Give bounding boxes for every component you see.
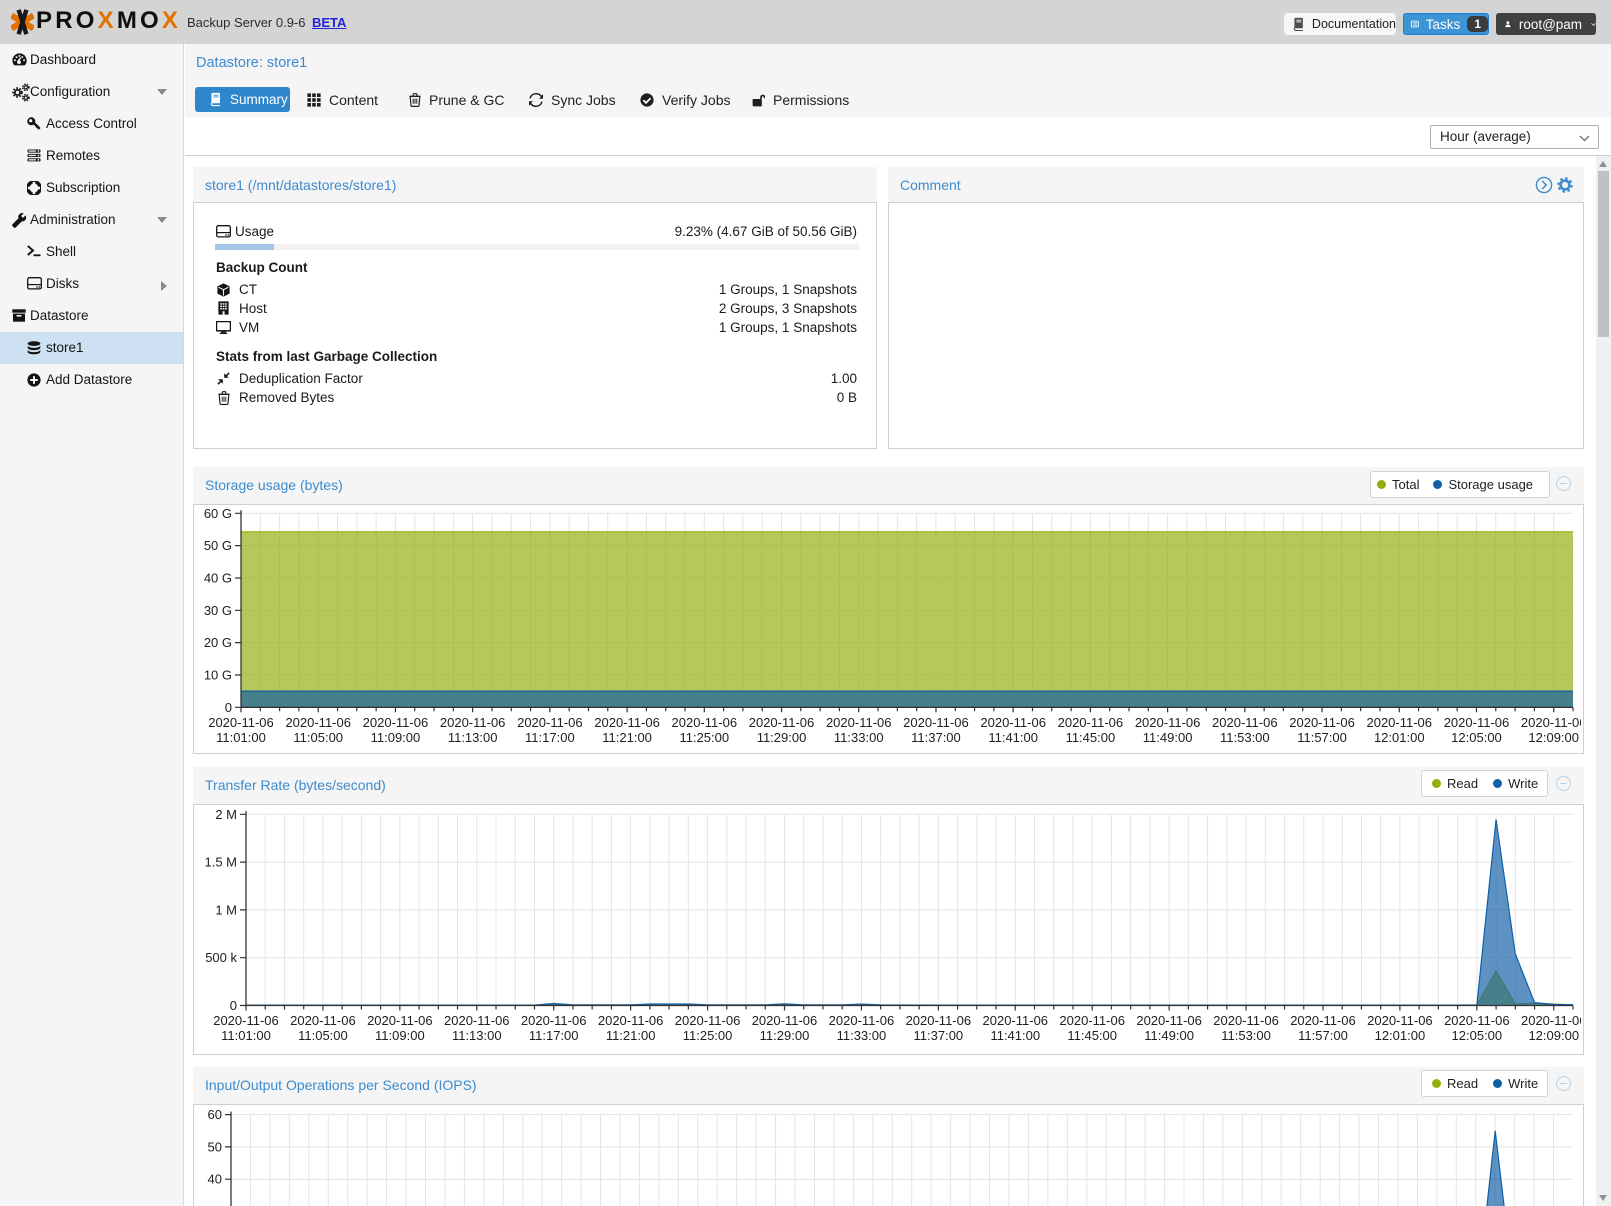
svg-text:11:13:00: 11:13:00 xyxy=(452,1028,502,1043)
svg-text:2020-11-06: 2020-11-06 xyxy=(208,715,274,730)
svg-text:2020-11-06: 2020-11-06 xyxy=(826,715,892,730)
svg-text:1.5 M: 1.5 M xyxy=(204,855,237,870)
svg-text:2020-11-06: 2020-11-06 xyxy=(1136,1013,1202,1028)
svg-text:2020-11-06: 2020-11-06 xyxy=(363,715,429,730)
svg-text:2020-11-06: 2020-11-06 xyxy=(983,1013,1049,1028)
svg-text:11:57:00: 11:57:00 xyxy=(1298,1028,1348,1043)
svg-text:11:01:00: 11:01:00 xyxy=(216,730,266,745)
svg-text:11:57:00: 11:57:00 xyxy=(1297,730,1347,745)
svg-text:11:17:00: 11:17:00 xyxy=(525,730,575,745)
svg-text:11:29:00: 11:29:00 xyxy=(757,730,807,745)
svg-text:11:41:00: 11:41:00 xyxy=(988,730,1038,745)
svg-text:40 G: 40 G xyxy=(204,571,232,586)
svg-text:11:37:00: 11:37:00 xyxy=(914,1028,964,1043)
svg-text:11:29:00: 11:29:00 xyxy=(760,1028,810,1043)
svg-text:2020-11-06: 2020-11-06 xyxy=(1366,715,1432,730)
svg-text:10 G: 10 G xyxy=(204,668,232,683)
svg-text:11:21:00: 11:21:00 xyxy=(606,1028,656,1043)
svg-text:11:05:00: 11:05:00 xyxy=(298,1028,348,1043)
svg-text:2020-11-06: 2020-11-06 xyxy=(1521,715,1581,730)
svg-text:11:49:00: 11:49:00 xyxy=(1143,730,1193,745)
svg-text:11:37:00: 11:37:00 xyxy=(911,730,961,745)
svg-text:2020-11-06: 2020-11-06 xyxy=(980,715,1046,730)
svg-text:2020-11-06: 2020-11-06 xyxy=(1059,1013,1125,1028)
svg-text:2020-11-06: 2020-11-06 xyxy=(675,1013,741,1028)
svg-text:0: 0 xyxy=(225,700,232,715)
svg-text:2020-11-06: 2020-11-06 xyxy=(367,1013,433,1028)
svg-text:50: 50 xyxy=(208,1139,222,1154)
svg-text:30 G: 30 G xyxy=(204,603,232,618)
svg-text:11:17:00: 11:17:00 xyxy=(529,1028,579,1043)
svg-text:11:41:00: 11:41:00 xyxy=(990,1028,1040,1043)
svg-text:60 G: 60 G xyxy=(204,506,232,521)
svg-text:11:05:00: 11:05:00 xyxy=(293,730,343,745)
svg-text:11:53:00: 11:53:00 xyxy=(1220,730,1270,745)
svg-text:60: 60 xyxy=(208,1107,222,1122)
svg-text:11:21:00: 11:21:00 xyxy=(602,730,652,745)
svg-text:2020-11-06: 2020-11-06 xyxy=(1213,1013,1279,1028)
svg-text:12:09:00: 12:09:00 xyxy=(1528,730,1579,745)
svg-text:2020-11-06: 2020-11-06 xyxy=(521,1013,587,1028)
svg-text:2020-11-06: 2020-11-06 xyxy=(1058,715,1124,730)
svg-text:2020-11-06: 2020-11-06 xyxy=(213,1013,279,1028)
svg-text:2020-11-06: 2020-11-06 xyxy=(749,715,815,730)
svg-text:12:09:00: 12:09:00 xyxy=(1528,1028,1579,1043)
svg-text:2020-11-06: 2020-11-06 xyxy=(1521,1013,1581,1028)
svg-text:2020-11-06: 2020-11-06 xyxy=(752,1013,818,1028)
svg-text:2020-11-06: 2020-11-06 xyxy=(1367,1013,1433,1028)
svg-text:11:33:00: 11:33:00 xyxy=(834,730,884,745)
svg-text:2020-11-06: 2020-11-06 xyxy=(1289,715,1355,730)
svg-text:2020-11-06: 2020-11-06 xyxy=(1444,715,1510,730)
svg-text:500 k: 500 k xyxy=(205,950,237,965)
svg-text:11:53:00: 11:53:00 xyxy=(1221,1028,1271,1043)
svg-text:2020-11-06: 2020-11-06 xyxy=(290,1013,356,1028)
svg-text:2020-11-06: 2020-11-06 xyxy=(829,1013,895,1028)
svg-text:1 M: 1 M xyxy=(215,902,237,917)
svg-text:2020-11-06: 2020-11-06 xyxy=(1290,1013,1356,1028)
svg-text:2020-11-06: 2020-11-06 xyxy=(1212,715,1278,730)
svg-text:40: 40 xyxy=(208,1172,222,1187)
svg-text:2020-11-06: 2020-11-06 xyxy=(517,715,583,730)
svg-text:2020-11-06: 2020-11-06 xyxy=(1135,715,1201,730)
svg-text:12:05:00: 12:05:00 xyxy=(1452,1028,1503,1043)
svg-text:11:09:00: 11:09:00 xyxy=(375,1028,425,1043)
svg-text:11:13:00: 11:13:00 xyxy=(448,730,498,745)
svg-text:2020-11-06: 2020-11-06 xyxy=(444,1013,510,1028)
svg-text:2 M: 2 M xyxy=(215,807,237,822)
svg-text:2020-11-06: 2020-11-06 xyxy=(672,715,738,730)
svg-text:20 G: 20 G xyxy=(204,635,232,650)
svg-text:2020-11-06: 2020-11-06 xyxy=(1444,1013,1510,1028)
svg-text:11:45:00: 11:45:00 xyxy=(1066,730,1116,745)
svg-text:2020-11-06: 2020-11-06 xyxy=(903,715,969,730)
svg-text:2020-11-06: 2020-11-06 xyxy=(598,1013,664,1028)
svg-text:12:01:00: 12:01:00 xyxy=(1374,730,1425,745)
svg-text:2020-11-06: 2020-11-06 xyxy=(440,715,506,730)
svg-text:12:05:00: 12:05:00 xyxy=(1451,730,1502,745)
svg-text:11:09:00: 11:09:00 xyxy=(371,730,421,745)
svg-text:11:45:00: 11:45:00 xyxy=(1067,1028,1117,1043)
svg-text:2020-11-06: 2020-11-06 xyxy=(285,715,351,730)
svg-text:11:33:00: 11:33:00 xyxy=(837,1028,887,1043)
svg-text:0: 0 xyxy=(230,998,237,1013)
svg-text:2020-11-06: 2020-11-06 xyxy=(594,715,660,730)
svg-text:50 G: 50 G xyxy=(204,538,232,553)
svg-text:12:01:00: 12:01:00 xyxy=(1375,1028,1426,1043)
svg-text:11:25:00: 11:25:00 xyxy=(683,1028,733,1043)
svg-text:2020-11-06: 2020-11-06 xyxy=(906,1013,972,1028)
svg-text:11:49:00: 11:49:00 xyxy=(1144,1028,1194,1043)
svg-text:11:25:00: 11:25:00 xyxy=(679,730,729,745)
svg-text:11:01:00: 11:01:00 xyxy=(221,1028,271,1043)
